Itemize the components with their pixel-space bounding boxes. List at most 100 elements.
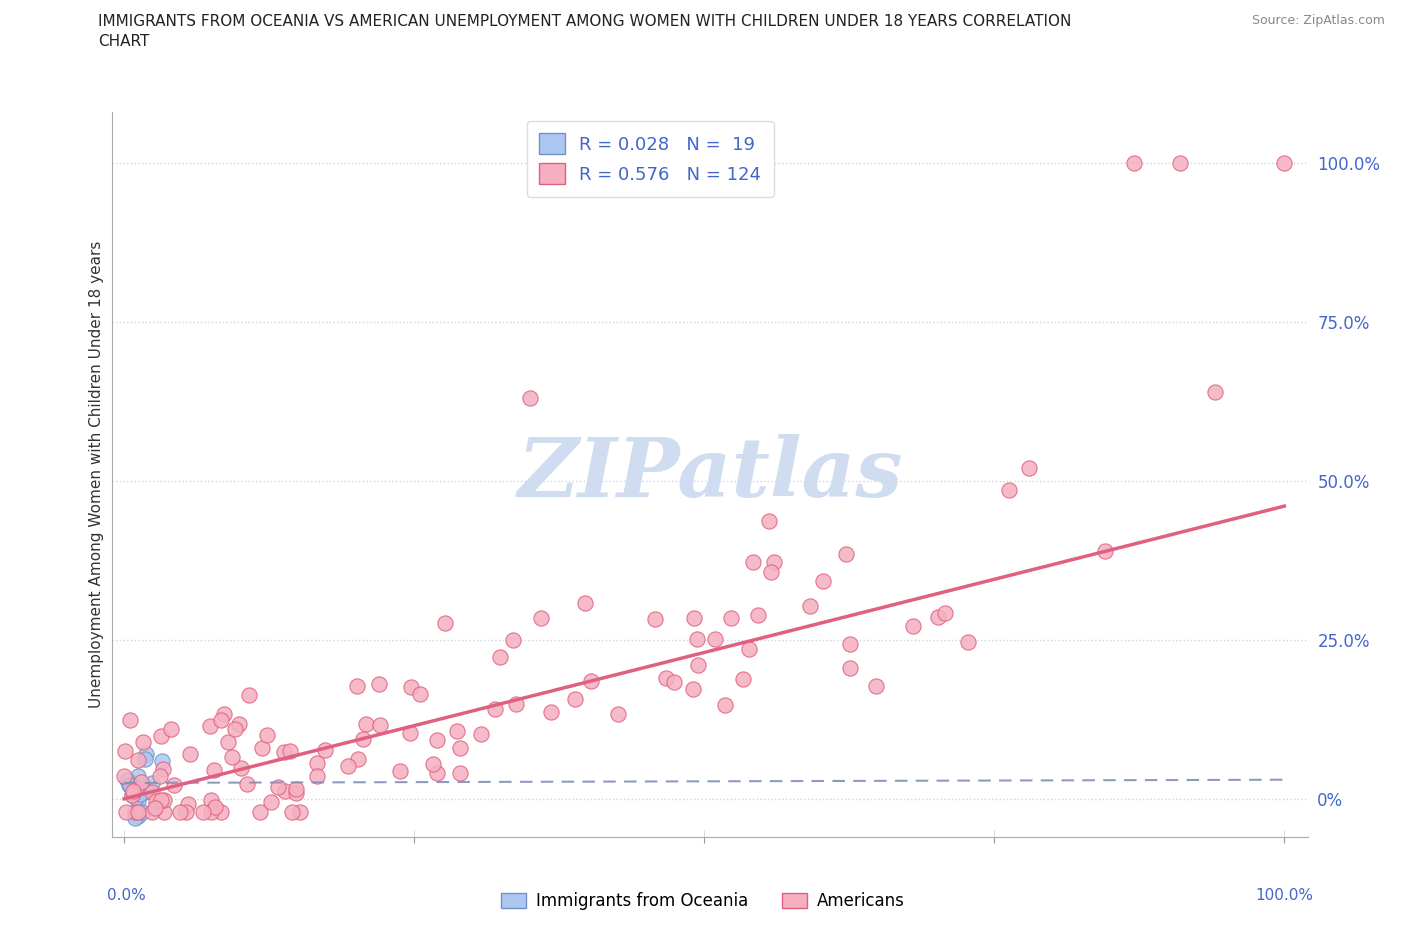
Point xyxy=(686,631,709,646)
Point xyxy=(278,743,301,758)
Point xyxy=(368,718,391,733)
Point xyxy=(1122,155,1144,170)
Point xyxy=(1018,460,1040,475)
Point xyxy=(114,744,136,759)
Point xyxy=(644,612,666,627)
Point xyxy=(1272,155,1295,170)
Point xyxy=(426,733,449,748)
Point xyxy=(274,784,297,799)
Text: ZIPatlas: ZIPatlas xyxy=(517,434,903,514)
Point xyxy=(470,726,492,741)
Point xyxy=(127,804,149,819)
Point xyxy=(121,784,143,799)
Point xyxy=(200,719,222,734)
Point xyxy=(132,735,155,750)
Point xyxy=(141,804,163,819)
Point xyxy=(125,781,148,796)
Point xyxy=(662,674,685,689)
Point xyxy=(1094,544,1116,559)
Point xyxy=(124,804,146,819)
Point xyxy=(150,753,173,768)
Text: CHART: CHART xyxy=(98,34,150,49)
Point xyxy=(579,673,602,688)
Point xyxy=(141,784,163,799)
Point xyxy=(127,794,149,809)
Point xyxy=(114,804,136,819)
Point xyxy=(434,616,457,631)
Point xyxy=(389,764,412,778)
Point xyxy=(714,698,737,713)
Point xyxy=(540,705,562,720)
Point xyxy=(1168,155,1191,170)
Point xyxy=(839,636,862,651)
Point xyxy=(200,804,222,819)
Point xyxy=(352,731,374,746)
Point xyxy=(426,765,449,780)
Point xyxy=(249,804,271,819)
Point xyxy=(763,554,786,569)
Point xyxy=(229,761,252,776)
Point xyxy=(720,610,742,625)
Point xyxy=(1204,385,1226,400)
Point xyxy=(228,716,250,731)
Point xyxy=(742,555,765,570)
Point xyxy=(141,776,163,790)
Point xyxy=(250,741,273,756)
Point xyxy=(927,609,949,624)
Legend: R = 0.028   N =  19, R = 0.576   N = 124: R = 0.028 N = 19, R = 0.576 N = 124 xyxy=(527,121,773,196)
Point xyxy=(502,632,524,647)
Point xyxy=(449,765,471,780)
Point xyxy=(235,777,257,791)
Point xyxy=(273,745,295,760)
Point xyxy=(163,777,186,792)
Point xyxy=(121,785,143,800)
Point xyxy=(153,792,176,807)
Point xyxy=(307,768,329,783)
Point xyxy=(682,610,704,625)
Point xyxy=(150,729,173,744)
Point xyxy=(256,727,278,742)
Text: IMMIGRANTS FROM OCEANIA VS AMERICAN UNEMPLOYMENT AMONG WOMEN WITH CHILDREN UNDER: IMMIGRANTS FROM OCEANIA VS AMERICAN UNEM… xyxy=(98,14,1071,29)
Text: 100.0%: 100.0% xyxy=(1256,888,1313,903)
Point xyxy=(449,741,471,756)
Point xyxy=(124,778,146,793)
Point xyxy=(135,746,157,761)
Point xyxy=(152,804,174,819)
Point xyxy=(112,768,135,783)
Point xyxy=(267,779,290,794)
Point xyxy=(131,774,153,789)
Point xyxy=(143,801,166,816)
Point xyxy=(209,713,232,728)
Point xyxy=(150,792,173,807)
Point xyxy=(934,605,956,620)
Point xyxy=(160,722,183,737)
Point xyxy=(336,759,359,774)
Legend: Immigrants from Oceania, Americans: Immigrants from Oceania, Americans xyxy=(495,885,911,917)
Point xyxy=(134,751,156,766)
Point xyxy=(217,735,239,750)
Point xyxy=(314,743,336,758)
Point xyxy=(799,598,821,613)
Point xyxy=(564,692,586,707)
Point xyxy=(655,671,678,685)
Point xyxy=(124,790,146,805)
Point xyxy=(118,712,141,727)
Point xyxy=(747,607,769,622)
Point xyxy=(574,595,596,610)
Point xyxy=(124,780,146,795)
Point xyxy=(284,786,307,801)
Point xyxy=(606,706,628,721)
Point xyxy=(997,483,1019,498)
Point xyxy=(132,785,155,800)
Point xyxy=(145,794,167,809)
Point xyxy=(131,804,153,819)
Point xyxy=(179,747,201,762)
Point xyxy=(422,757,444,772)
Point xyxy=(307,755,329,770)
Point xyxy=(118,777,141,792)
Point xyxy=(704,631,727,646)
Point xyxy=(368,676,391,691)
Point xyxy=(212,707,235,722)
Point xyxy=(209,804,232,819)
Point xyxy=(346,678,368,693)
